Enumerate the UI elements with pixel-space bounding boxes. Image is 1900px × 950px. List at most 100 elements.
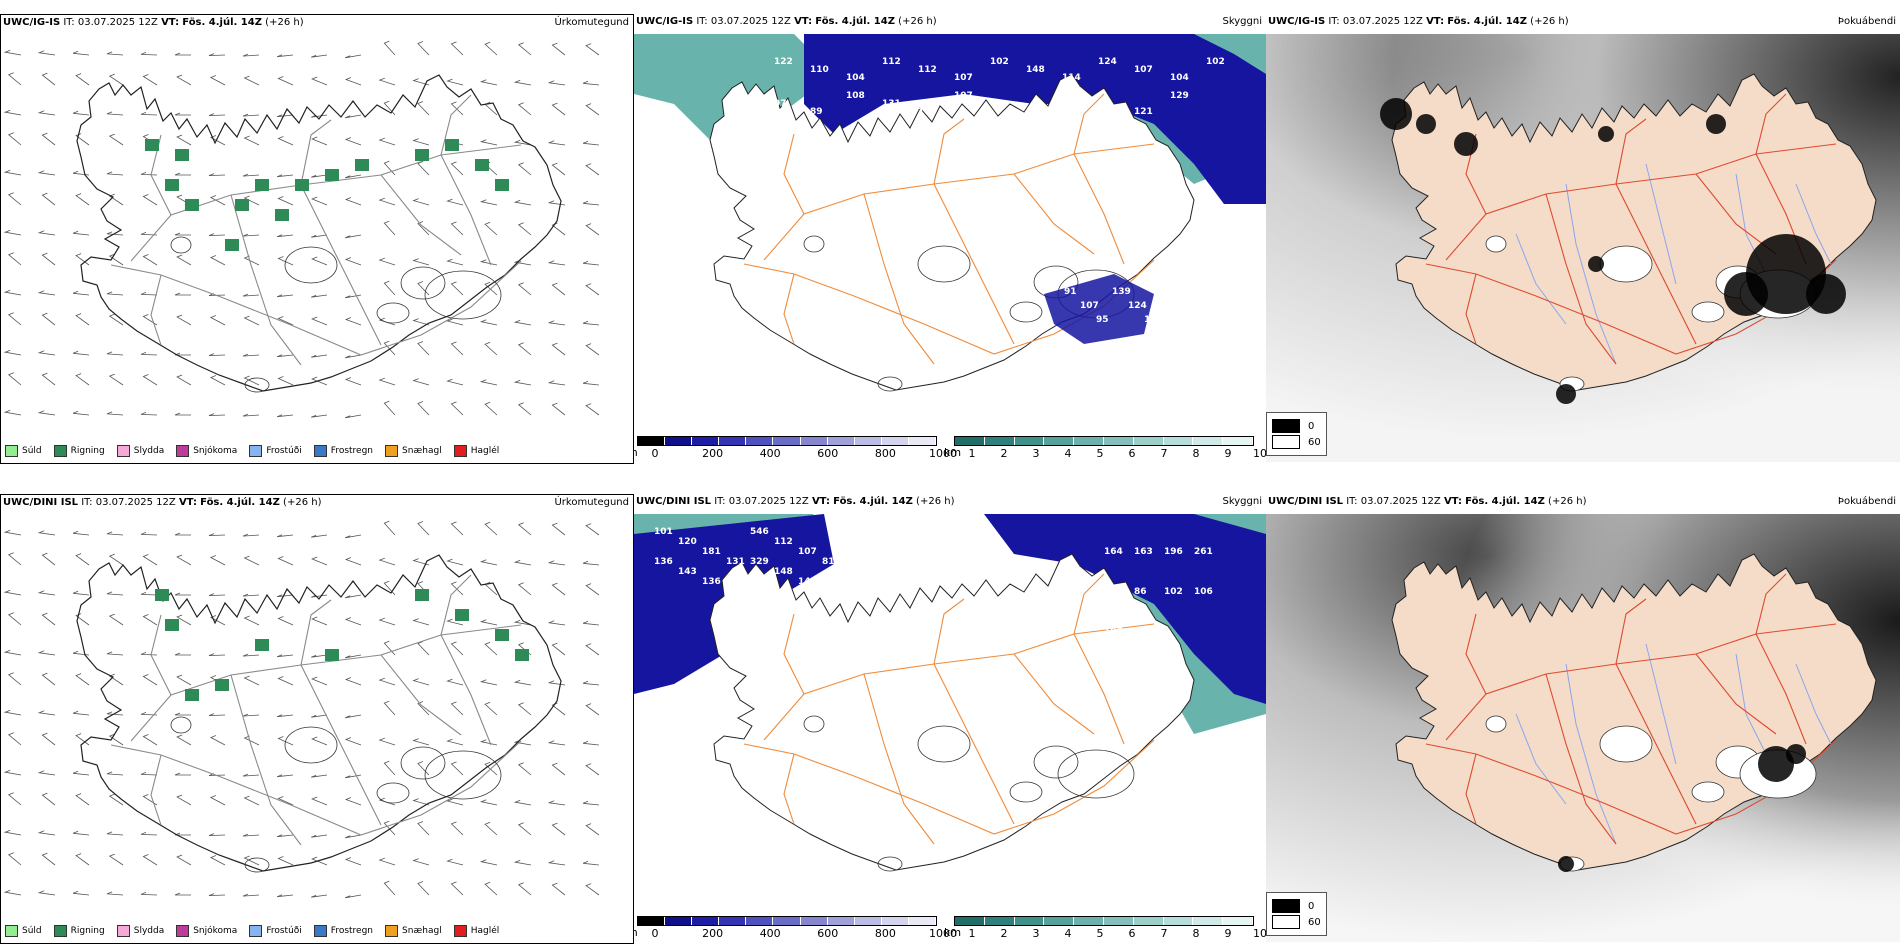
colorbar-swatch: [881, 437, 909, 445]
colorbar-swatch: [692, 917, 720, 925]
wind-barb: [7, 72, 22, 86]
glacier: [284, 246, 338, 284]
wind-barb: [412, 798, 430, 806]
wind-barb: [517, 522, 532, 536]
wind-barb: [383, 220, 396, 236]
iceland-outline: [76, 554, 562, 872]
wind-barb: [108, 793, 124, 806]
colorbar-swatch: [984, 437, 1015, 445]
wind-barb: [450, 761, 464, 776]
cloud-base-label: 107: [798, 547, 817, 557]
wind-barb: [513, 619, 532, 626]
wind-barb: [513, 679, 532, 686]
rain-patch: [255, 179, 269, 191]
wind-barb: [37, 530, 56, 536]
road: [933, 663, 1015, 825]
wind-barb: [450, 221, 464, 236]
wind-barb: [513, 559, 532, 566]
fog-spots: [1558, 744, 1806, 872]
wind-barb: [417, 341, 430, 356]
wind-barb: [41, 672, 56, 686]
wind-barb: [7, 312, 22, 326]
cloud-base-label: 137: [822, 587, 841, 597]
legend-label: Slydda: [133, 926, 165, 936]
cloud-base-label: 164: [1104, 547, 1123, 557]
colorbar-tick: 3: [1032, 447, 1040, 460]
wind-barb: [450, 821, 464, 836]
wind-barb: [209, 855, 226, 866]
cloud-base-label: 107: [1080, 301, 1099, 311]
wind-barb: [547, 860, 566, 866]
wind-barb: [75, 553, 90, 566]
wind-barb: [209, 75, 226, 86]
glacier: [1599, 245, 1653, 283]
fog-spot: [1380, 98, 1412, 130]
wind-barb: [345, 834, 362, 839]
legend-item: Súld: [5, 925, 42, 937]
glacier: [424, 750, 502, 800]
low-cloud-area: [804, 34, 1266, 204]
glacier: [1599, 725, 1653, 763]
legend-item: Frostúði: [249, 445, 302, 457]
cloud-base-label: 107: [954, 73, 973, 83]
colorbar-tick: 600: [817, 927, 839, 940]
wind-barb: [311, 136, 328, 146]
wind-barb: [585, 343, 600, 356]
wind-barb: [7, 192, 22, 206]
wind-barb: [140, 112, 158, 116]
wind-barb: [547, 320, 566, 326]
colorbar-swatch: [1014, 917, 1045, 925]
wind-barb: [106, 651, 124, 656]
cloud-base-label: 110: [810, 65, 829, 75]
cloud-base-label: 104: [1170, 73, 1189, 83]
rain-patch: [495, 179, 509, 191]
road: [1545, 193, 1617, 365]
wind-barb: [277, 796, 294, 806]
wind-barb: [345, 714, 362, 719]
colorbar-swatch: [1133, 437, 1164, 445]
colorbar-tick: 8: [1192, 927, 1200, 940]
colorbar-swatch: [773, 917, 801, 925]
wind-barb: [547, 740, 566, 746]
legend-label: Haglél: [470, 926, 500, 936]
wind-barb: [176, 854, 192, 866]
colorbar-tick: 10: [1253, 447, 1266, 460]
cloud-base-unit: m: [634, 926, 638, 939]
colorbar-swatch: [1193, 917, 1224, 925]
legend-swatch: [5, 445, 18, 457]
colorbar-tick: 1: [968, 447, 976, 460]
wind-barb: [378, 857, 396, 866]
cloud-base-label: 102: [1206, 57, 1225, 67]
wind-barb: [383, 580, 396, 596]
road: [150, 614, 172, 696]
wind-barb: [311, 114, 328, 118]
iceland-map: [3, 40, 600, 419]
road: [1073, 153, 1125, 265]
wind-barb: [582, 860, 600, 866]
glacier: [1485, 235, 1507, 253]
fog-index-panel-igis: UWC/IG-IS IT: 03.07.2025 12Z VT: Fös. 4.…: [1266, 14, 1900, 462]
wind-barb: [517, 582, 532, 596]
wind-barb: [311, 54, 328, 58]
wind-barb: [174, 772, 191, 776]
rain-patch: [145, 139, 159, 151]
colorbar-swatch: [719, 437, 747, 445]
colorbar-tick: 6: [1128, 927, 1136, 940]
wind-barb: [142, 314, 158, 326]
wind-barb: [142, 554, 158, 566]
legend-label: Rigning: [70, 446, 105, 456]
cloud-base-label: 141: [798, 577, 817, 587]
legend-swatch: [313, 445, 327, 457]
wind-barb: [41, 612, 56, 626]
glacier: [877, 376, 903, 392]
road: [380, 174, 462, 256]
wind-barb: [106, 831, 124, 836]
wind-barb: [277, 76, 294, 86]
road: [933, 118, 965, 185]
wind-barb: [446, 678, 464, 686]
wind-barb: [106, 51, 124, 56]
wind-barb: [344, 137, 362, 146]
road: [440, 574, 472, 636]
visibility-panel-dini: UWC/DINI ISL IT: 03.07.2025 12Z VT: Fös.…: [634, 494, 1266, 942]
iceland-map: [3, 520, 600, 899]
